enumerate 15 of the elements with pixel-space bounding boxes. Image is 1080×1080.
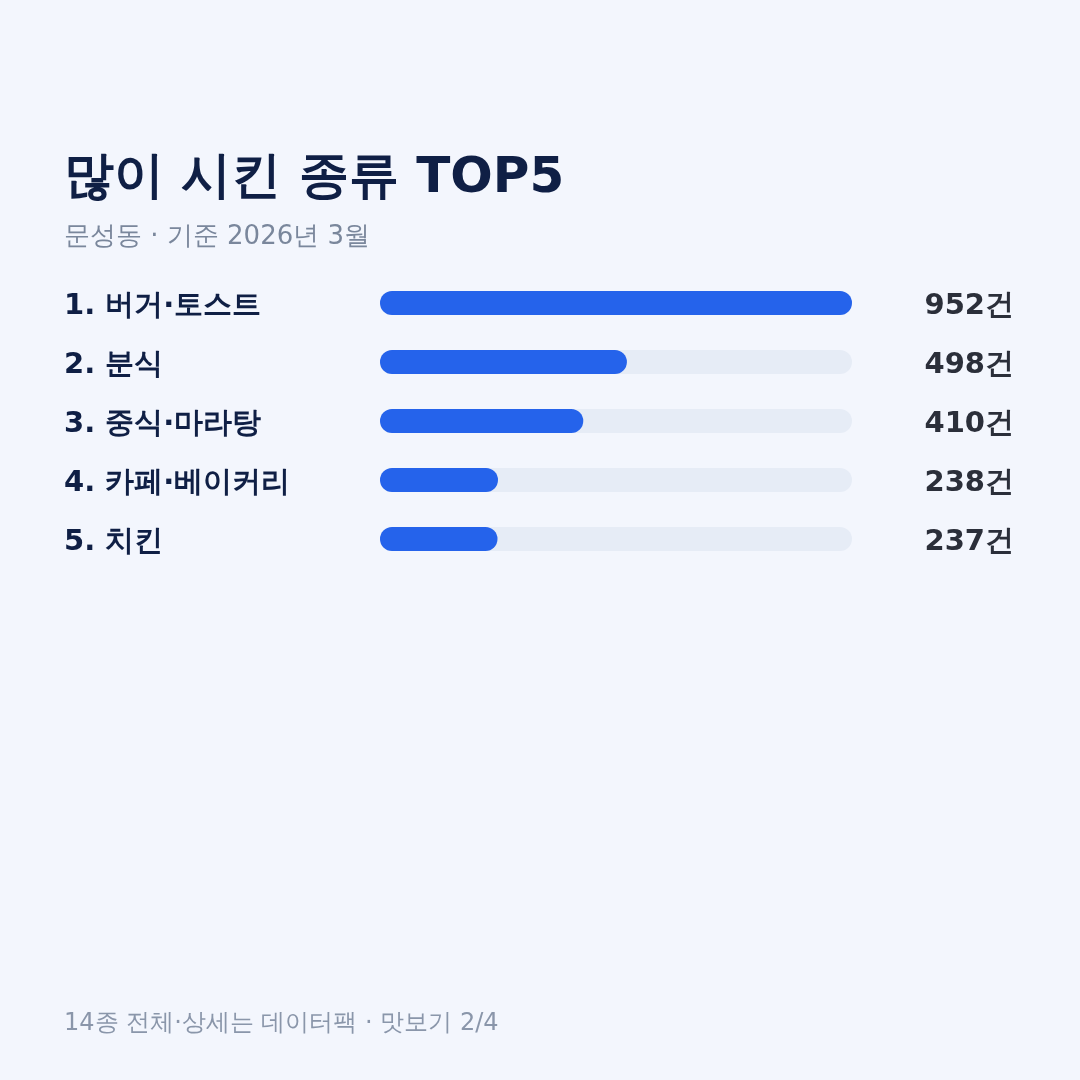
y-tick-label: 5. 치킨 — [64, 523, 164, 557]
chart-subtitle: 문성동 · 기준 2026년 3월 — [64, 220, 371, 250]
y-tick-label: 2. 분식 — [64, 346, 164, 380]
chart-title: 많이 시킨 종류 TOP5 — [64, 146, 565, 204]
y-tick-label: 1. 버거·토스트 — [64, 287, 262, 321]
data-label: 238건 — [924, 464, 1014, 498]
y-tick-label: 3. 중식·마라탕 — [64, 405, 262, 439]
bar — [380, 527, 498, 551]
text: 14종 전체·상세는 데이터팩 · 맛보기 2/4 — [64, 1008, 499, 1036]
data-label: 237건 — [924, 523, 1014, 557]
data-label: 952건 — [924, 287, 1014, 321]
y-tick-label: 4. 카페·베이커리 — [64, 464, 291, 498]
bar — [380, 468, 498, 492]
data-label: 410건 — [924, 405, 1014, 439]
data-label: 498건 — [924, 346, 1014, 380]
